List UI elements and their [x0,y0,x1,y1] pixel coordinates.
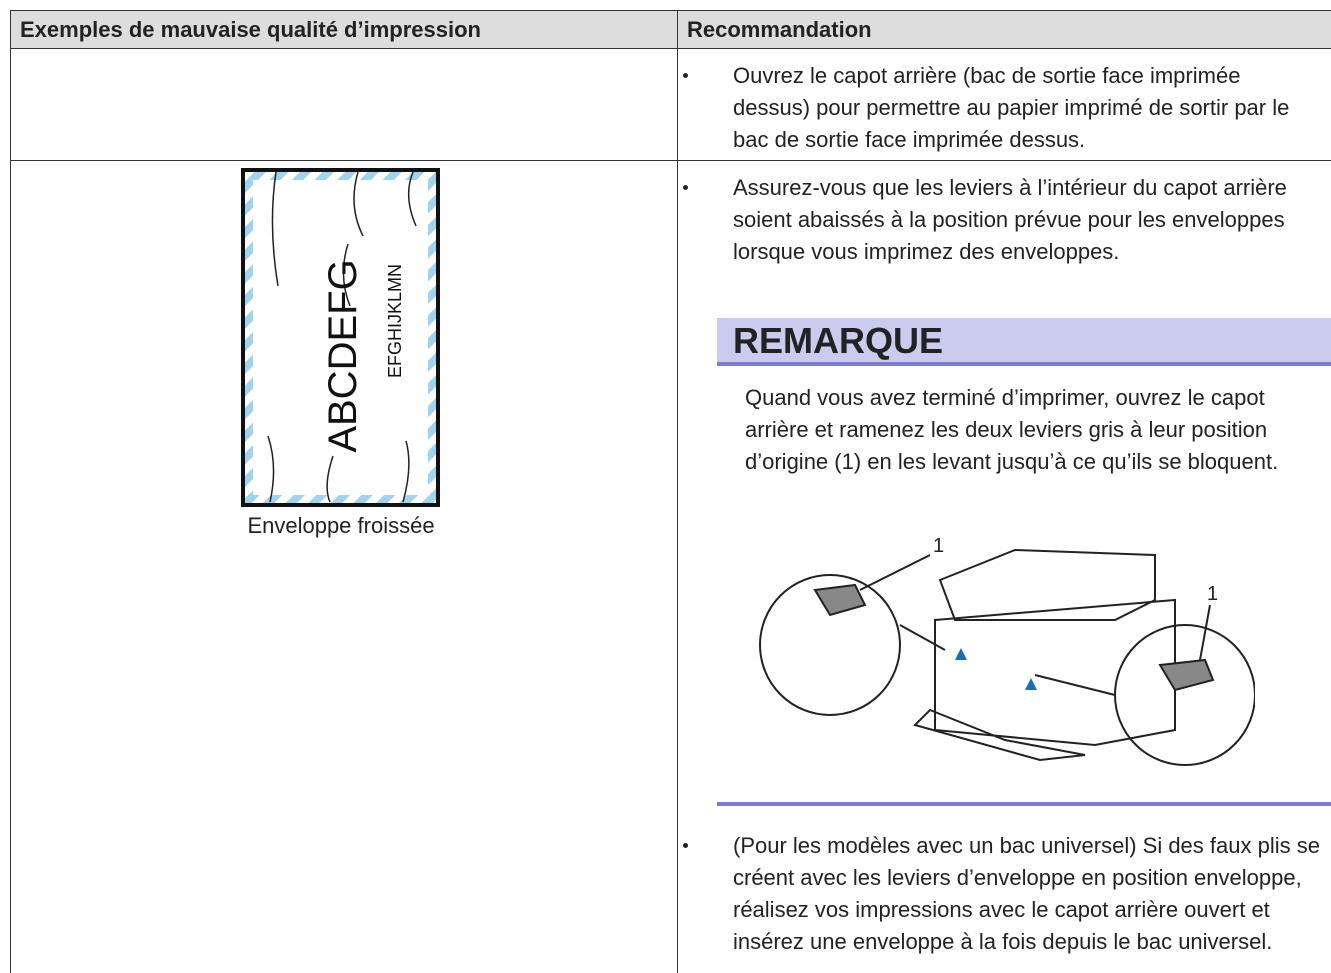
rule [10,10,11,973]
header-cell: Recommandation [687,17,872,42]
caption: Enveloppe froissée [247,513,435,538]
note-header [717,318,1331,366]
envelope-illustration: ABCDEFG EFGHIJKLMN [241,168,440,507]
recommendation: Assurez-vous que les leviers à l’intérie… [733,175,1287,264]
recommendation: Ouvrez le capot arrière (bac de sortie f… [733,63,1290,152]
recommendation: (Pour les modèles avec un bac universel)… [733,833,1320,954]
bullet [683,73,688,78]
rule [10,10,1331,11]
callout: 1 [933,535,944,557]
envelope-text: EFGHIJKLMN [385,264,405,378]
bullet [683,185,688,190]
rule [677,10,678,973]
rule [10,48,1331,49]
note-title: REMARQUE [733,320,944,361]
printer-illustration: 1 1 [759,535,1255,766]
header-cell: Exemples de mauvaise qualité d’impressio… [20,17,481,42]
callout: 1 [1207,583,1218,605]
note-rule [717,802,1331,806]
rule [10,160,1331,161]
note-text: Quand vous avez terminé d’imprimer, ouvr… [745,385,1279,474]
envelope-text: ABCDEFG [321,259,365,452]
header-row [10,10,1331,48]
bullet [683,843,688,848]
